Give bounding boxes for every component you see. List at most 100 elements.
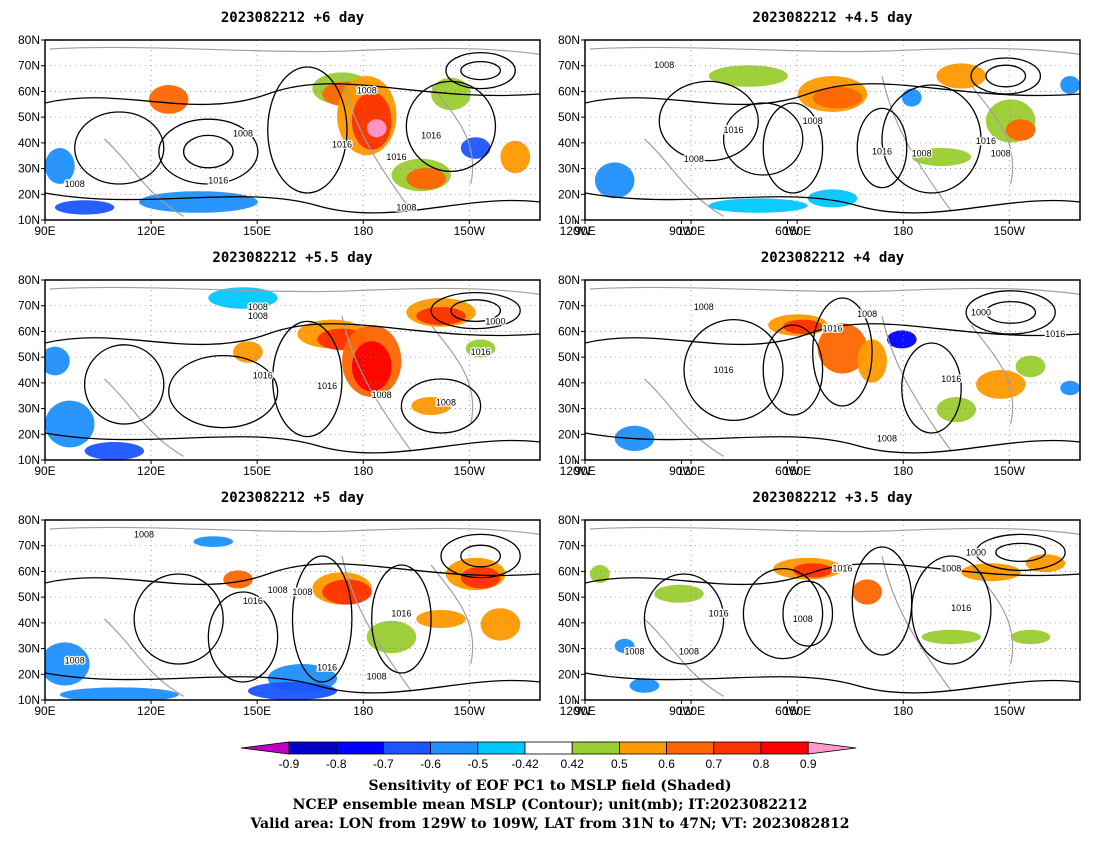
mslp-contour bbox=[45, 83, 540, 106]
lat-tick-label: 70N bbox=[558, 59, 580, 73]
coastline-north bbox=[49, 526, 540, 535]
mslp-contour bbox=[272, 320, 343, 438]
contour-label: 1016 bbox=[243, 596, 263, 606]
caption-line1: Sensitivity of EOF PC1 to MSLP field (Sh… bbox=[368, 778, 731, 794]
lon-tick-label: 180 bbox=[893, 704, 913, 718]
mslp-contour bbox=[450, 299, 502, 323]
lat-tick-label: 30N bbox=[18, 402, 40, 416]
lon-tick-label: 90E bbox=[574, 704, 595, 718]
coastline-east bbox=[430, 564, 474, 665]
coastlines bbox=[589, 526, 1080, 697]
panel-title: 2023082212 +4 day bbox=[761, 250, 905, 266]
mslp-contour bbox=[291, 555, 353, 683]
contour-label: 1008 bbox=[679, 646, 699, 656]
lon-tick-label: 150E bbox=[783, 464, 811, 478]
colorbar-arrow-high bbox=[807, 741, 857, 755]
lat-tick-label: 40N bbox=[558, 616, 580, 630]
mslp-contour bbox=[460, 60, 502, 81]
colorbar-box bbox=[430, 741, 479, 755]
lon-tick-label: 120E bbox=[137, 224, 165, 238]
contour-label: 1008 bbox=[436, 397, 456, 407]
sensitivity-shading bbox=[45, 148, 75, 184]
contour-label: 1008 bbox=[912, 148, 932, 158]
sensitivity-shading bbox=[936, 397, 977, 423]
sensitivity-shading bbox=[460, 137, 491, 159]
contour-label: 1016 bbox=[832, 564, 852, 574]
lat-tick-label: 50N bbox=[18, 590, 40, 604]
coastline-east bbox=[970, 564, 1014, 665]
colorbar-label: 0.9 bbox=[800, 757, 817, 771]
colorbar: -0.9 -0.8 -0.7 -0.6 -0.5 -0.42 0.42 0.5 0.6 0.7 0.… bbox=[240, 741, 857, 771]
lat-tick-label: 20N bbox=[558, 427, 580, 441]
lon-tick-label: 90E bbox=[574, 464, 595, 478]
contour-label: 1008 bbox=[803, 116, 823, 126]
lat-tick-label: 80N bbox=[558, 33, 580, 47]
sensitivity-shading bbox=[411, 397, 451, 415]
lat-tick-label: 20N bbox=[18, 427, 40, 441]
lon-tick-label: 90E bbox=[34, 464, 55, 478]
contour-label: 1016 bbox=[723, 125, 743, 135]
panel-title: 2023082212 +5.5 day bbox=[212, 250, 373, 266]
colorbar-label: 0.6 bbox=[658, 757, 675, 771]
contour-label: 1008 bbox=[372, 390, 392, 400]
contour-label: 1000 bbox=[485, 316, 505, 326]
contour-label: 1016 bbox=[471, 347, 491, 357]
colorbar-label: -0.9 bbox=[279, 757, 300, 771]
sensitivity-shading bbox=[936, 63, 986, 89]
sensitivity-shading bbox=[148, 85, 189, 114]
sensitivity-shading bbox=[589, 565, 610, 583]
map-panel: 1008 1016 1008 1016 1000 1016 1008 1016 80N 70N 60… bbox=[558, 250, 1100, 478]
lon-tick-label: 90E bbox=[34, 224, 55, 238]
mslp-contour bbox=[585, 192, 1080, 214]
sensitivity-shading bbox=[812, 86, 863, 109]
mslp-contour bbox=[975, 533, 1066, 572]
lon-tick-label: 60W bbox=[775, 464, 800, 478]
mslp-contour bbox=[45, 432, 540, 454]
mslp-contour bbox=[585, 432, 1080, 454]
panel-title: 2023082212 +5 day bbox=[221, 490, 365, 506]
mslp-contour bbox=[585, 323, 1080, 346]
lat-tick-label: 70N bbox=[18, 299, 40, 313]
coastline-east bbox=[430, 84, 474, 185]
colorbar-box bbox=[382, 741, 431, 755]
lat-tick-label: 10N bbox=[558, 693, 580, 707]
lon-tick-label: 90W bbox=[669, 224, 694, 238]
colorbar-label: 0.5 bbox=[611, 757, 628, 771]
colorbar-label: -0.8 bbox=[326, 757, 347, 771]
mslp-contour bbox=[881, 84, 982, 194]
contour-label: 1016 bbox=[253, 370, 273, 380]
mslp-contour bbox=[74, 111, 165, 185]
mslp-contour bbox=[182, 134, 234, 169]
mslp-contour bbox=[45, 672, 540, 694]
lat-tick-label: 60N bbox=[558, 84, 580, 98]
lat-tick-label: 10N bbox=[18, 453, 40, 467]
lat-tick-label: 10N bbox=[18, 213, 40, 227]
sensitivity-shading bbox=[322, 579, 372, 605]
colorbar-box bbox=[713, 741, 762, 755]
lon-tick-label: 120E bbox=[137, 464, 165, 478]
lon-tick-label: 60W bbox=[775, 704, 800, 718]
sensitivity-shading bbox=[614, 638, 635, 654]
mslp-contour bbox=[742, 567, 824, 660]
mslp-contour bbox=[133, 573, 224, 665]
mslp-contour bbox=[45, 192, 540, 214]
sensitivity-shading bbox=[1005, 119, 1036, 141]
colorbar-label: -0.7 bbox=[373, 757, 394, 771]
lon-tick-label: 180 bbox=[353, 224, 373, 238]
colorbar-label: -0.42 bbox=[511, 757, 539, 771]
lat-tick-label: 40N bbox=[558, 136, 580, 150]
mslp-contour bbox=[168, 354, 279, 429]
sensitivity-shading bbox=[886, 330, 917, 349]
mslp-contour bbox=[658, 80, 759, 162]
contour-label: 1016 bbox=[951, 603, 971, 613]
contour-label: 1008 bbox=[357, 85, 377, 95]
contour-label: 1016 bbox=[391, 609, 411, 619]
lon-tick-label: 90E bbox=[34, 704, 55, 718]
lat-tick-label: 50N bbox=[18, 350, 40, 364]
lon-tick-label: 150W bbox=[454, 224, 486, 238]
lat-tick-label: 50N bbox=[558, 590, 580, 604]
contour-label: 1016 bbox=[872, 147, 892, 157]
caption-line3: Valid area: LON from 129W to 109W, LAT f… bbox=[249, 816, 849, 832]
lat-tick-label: 50N bbox=[558, 110, 580, 124]
